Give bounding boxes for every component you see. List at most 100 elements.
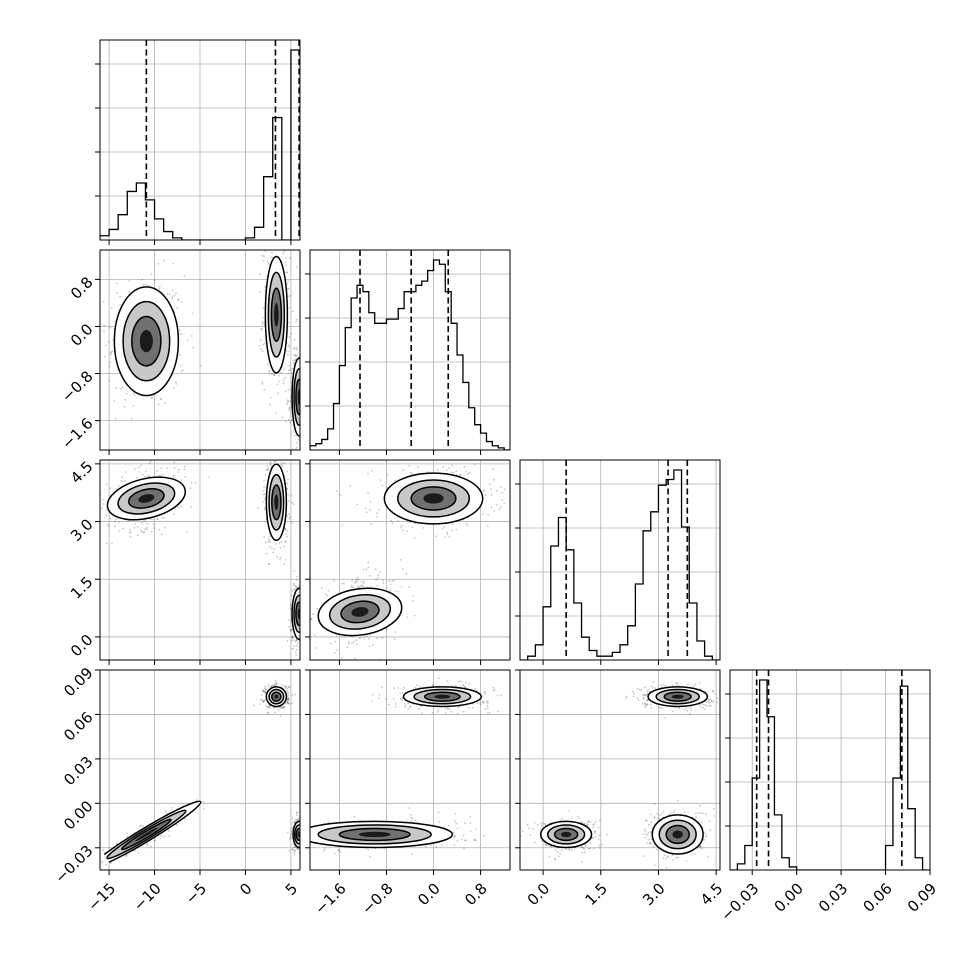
sample-point (300, 602, 302, 604)
sample-point (358, 586, 361, 589)
sample-point (386, 473, 389, 476)
sample-point (308, 389, 310, 391)
sample-point (290, 630, 292, 633)
sample-point (115, 480, 117, 482)
sample-point (87, 868, 89, 870)
density-fill (274, 494, 279, 511)
sample-point (293, 846, 296, 849)
sample-point (303, 379, 305, 381)
sample-point (115, 282, 118, 285)
sample-point (307, 597, 309, 599)
sample-point (302, 832, 304, 834)
sample-point (301, 833, 303, 835)
sample-point (301, 641, 303, 643)
sample-point (271, 251, 273, 254)
sample-point (301, 433, 303, 435)
sample-point (303, 607, 305, 609)
sample-point (301, 818, 303, 820)
sample-point (405, 572, 408, 575)
sample-point (140, 464, 142, 467)
sample-point (378, 694, 381, 696)
sample-point (301, 831, 303, 833)
sample-point (446, 531, 449, 534)
sample-point (302, 459, 304, 461)
sample-point (300, 611, 302, 613)
sample-point (146, 522, 149, 525)
sample-point (113, 320, 116, 323)
sample-point (302, 823, 304, 825)
sample-point (280, 832, 282, 834)
sample-point (114, 525, 116, 528)
sample-point (305, 583, 307, 585)
sample-point (356, 579, 359, 582)
sample-point (408, 464, 411, 467)
sample-point (304, 823, 306, 825)
sample-point (503, 502, 506, 505)
sample-point (274, 679, 277, 682)
sample-point (303, 605, 305, 607)
sample-point (264, 688, 267, 691)
sample-point (288, 344, 290, 346)
sample-point (108, 365, 111, 368)
sample-point (301, 599, 303, 601)
sample-point (177, 471, 179, 473)
sample-point (304, 393, 306, 395)
sample-point (301, 424, 303, 426)
sample-point (339, 851, 341, 853)
sample-point (396, 661, 398, 663)
sample-point (166, 467, 168, 470)
sample-point (500, 506, 502, 509)
sample-point (323, 850, 325, 852)
sample-point (302, 627, 304, 629)
sample-point (301, 601, 303, 603)
sample-point (280, 241, 282, 243)
sample-point (473, 452, 475, 454)
sample-point (235, 835, 237, 837)
sample-point (130, 417, 133, 420)
sample-point (340, 657, 343, 659)
sample-point (335, 490, 338, 492)
sample-point (290, 832, 293, 835)
sample-point (302, 846, 304, 848)
sample-point (296, 811, 298, 814)
sample-point (283, 368, 286, 371)
sample-point (291, 848, 294, 851)
sample-point (294, 693, 296, 696)
sample-point (324, 593, 327, 595)
sample-point (114, 520, 116, 523)
sample-point (173, 466, 176, 469)
sample-point (444, 536, 446, 539)
sample-point (305, 643, 307, 645)
sample-point (367, 472, 369, 475)
sample-point (171, 295, 174, 298)
sample-point (293, 582, 296, 585)
sample-point (301, 837, 303, 839)
sample-point (133, 526, 136, 529)
sample-point (260, 348, 262, 351)
sample-point (303, 840, 305, 842)
sample-point (448, 708, 451, 710)
sample-point (280, 371, 282, 374)
sample-point (291, 367, 294, 370)
sample-point (274, 684, 277, 687)
sample-point (437, 708, 440, 711)
sample-point (301, 599, 303, 601)
sample-point (269, 373, 271, 375)
sample-point (301, 843, 303, 845)
sample-point (304, 386, 306, 388)
sample-point (436, 468, 439, 471)
sample-point (225, 833, 227, 835)
sample-point (259, 703, 261, 705)
sample-point (278, 830, 280, 832)
sample-point (142, 473, 144, 476)
sample-point (399, 558, 402, 561)
sample-point (479, 713, 482, 716)
sample-point (287, 494, 290, 496)
sample-point (482, 513, 484, 515)
sample-point (288, 517, 291, 520)
sample-point (291, 702, 293, 705)
sample-point (400, 524, 403, 527)
sample-point (486, 707, 489, 710)
sample-point (176, 307, 178, 309)
sample-point (264, 492, 266, 495)
